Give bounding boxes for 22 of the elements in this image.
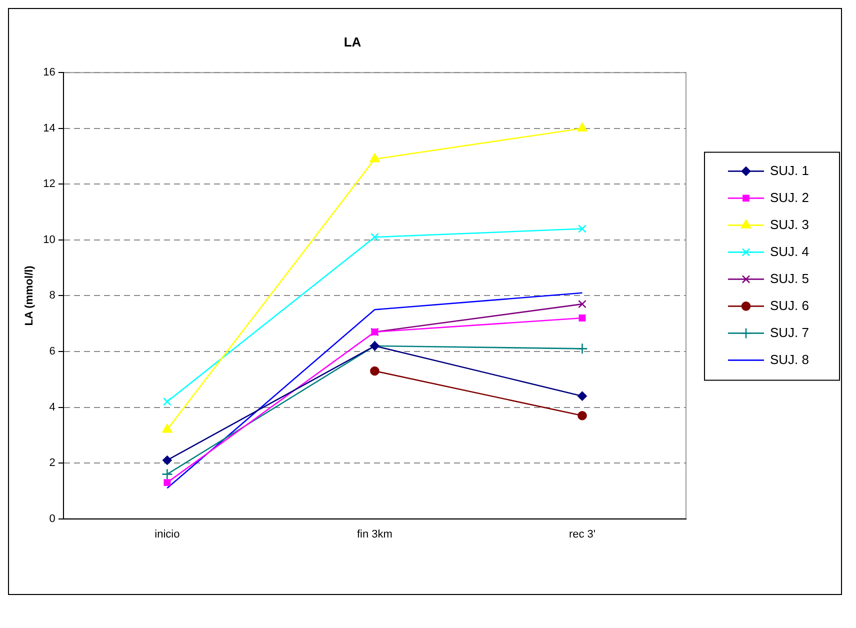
y-tick-label: 12 bbox=[43, 178, 56, 190]
legend-label: SUJ. 7 bbox=[770, 324, 810, 340]
chart-title: LA bbox=[344, 34, 362, 50]
legend-label: SUJ. 4 bbox=[770, 244, 810, 259]
y-tick-label: 6 bbox=[49, 346, 56, 358]
y-tick-label: 16 bbox=[43, 66, 56, 79]
x-tick-label: rec 3' bbox=[568, 528, 596, 540]
y-tick-label: 10 bbox=[43, 234, 56, 246]
legend-label: SUJ. 6 bbox=[770, 298, 810, 313]
x-tick-label: inicio bbox=[154, 528, 180, 540]
x-tick-label: fin 3km bbox=[356, 528, 392, 540]
y-tick-label: 4 bbox=[49, 401, 56, 414]
legend-label: SUJ. 2 bbox=[770, 190, 810, 205]
legend-label: SUJ. 1 bbox=[770, 162, 810, 178]
legend-label: SUJ. 8 bbox=[770, 352, 810, 367]
y-tick-label: 14 bbox=[43, 122, 56, 134]
legend-label: SUJ. 3 bbox=[770, 216, 810, 232]
y-tick-label: 0 bbox=[49, 512, 56, 525]
y-tick-label: 2 bbox=[49, 457, 56, 470]
y-axis-title: LA (mmol/l) bbox=[24, 265, 36, 326]
legend-label: SUJ. 5 bbox=[770, 270, 810, 286]
y-tick-label: 8 bbox=[49, 290, 56, 302]
